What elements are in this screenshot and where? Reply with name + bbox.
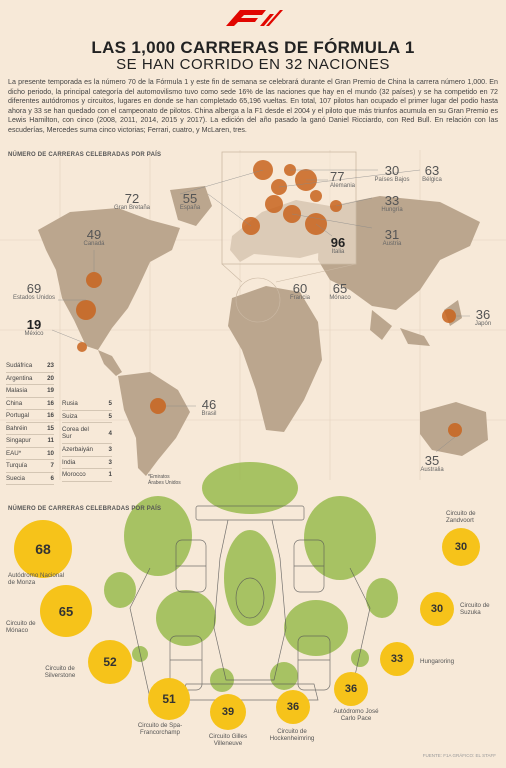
footnote-eau: *Emiratos Árabes Unidos: [148, 474, 181, 486]
label-hungria: 33 Hungría: [381, 193, 403, 213]
circle-silverstone: 52: [88, 640, 132, 684]
table-row: Azerbaiyán 3: [62, 443, 112, 457]
world-map: [0, 150, 506, 480]
intro-paragraph: La presente temporada es la número 70 de…: [8, 78, 498, 134]
source-credit: FUENTE: F1A GRÁFICO: EL STAFF: [422, 753, 496, 758]
table-row: Singapur 11: [6, 434, 54, 448]
table-row: Morocco 1: [62, 468, 112, 482]
table-row: India 3: [62, 456, 112, 469]
label-italia: 96 Italia: [330, 235, 346, 255]
circle-monza: 68: [14, 520, 72, 578]
circuit-section-title: NÚMERO DE CARRERAS CELEBRADAS POR PAÍS: [8, 506, 162, 512]
table-row: Rusia 5: [62, 398, 112, 411]
country-table-right: Rusia 5 Suiza 5 Corea del Sur 4 Azerbaiyán 3…: [62, 398, 112, 482]
circle-hungaroring: 33: [380, 642, 414, 676]
label-mexico: 19 México: [24, 317, 44, 337]
circuit-label-monaco: Circuito de Mónaco: [6, 620, 36, 635]
label-brasil: 46 Brasil: [201, 397, 217, 417]
label-canada: 49 Canadá: [83, 227, 105, 247]
map-section-title: NÚMERO DE CARRERAS CELEBRADAS POR PAÍS: [8, 152, 162, 158]
country-table-left: Sudáfrica 23 Argentina 20 Malasia 19 China 1…: [6, 360, 54, 485]
circuit-label-monza: Autódromo Nacional de Monza: [8, 572, 65, 587]
circuit-label-suzuka: Circuito de Suzuka: [460, 602, 490, 617]
car-illustration: [104, 462, 398, 701]
label-estados-unidos: 69 Estados Unidos: [12, 281, 56, 301]
table-row: Bahréin 15: [6, 422, 54, 435]
f1-logo: [226, 10, 283, 26]
table-row: China 16: [6, 397, 54, 410]
label-espana: 55 España: [179, 191, 201, 211]
circuit-label-hockenheim: Circuito de Hockenheimring: [269, 728, 315, 743]
circle-hockenheim: 36: [276, 690, 310, 724]
label-monaco: 65 Mónaco: [329, 281, 351, 301]
table-row: Suecia 6: [6, 472, 54, 485]
label-australia: 35 Australia: [420, 453, 444, 473]
circle-suzuka: 30: [420, 592, 454, 626]
title-line-2: SE HAN CORRIDO EN 32 NACIONES: [116, 56, 390, 73]
circuit-label-villeneuve: Circuito Gilles Villeneuve: [208, 733, 248, 748]
label-belgica: 63 Bélgica: [422, 163, 442, 183]
table-row: Suiza 5: [62, 410, 112, 423]
table-row: Argentina 20: [6, 372, 54, 385]
circle-monaco: 65: [40, 585, 92, 637]
circuit-label-silverstone: Circuito de Silverstone: [44, 665, 76, 680]
label-paises-bajos: 30 Países Bajos: [374, 163, 410, 183]
label-austria: 31 Austria: [382, 227, 402, 247]
circle-jose-carlo-pace: 36: [334, 672, 368, 706]
circle-spa: 51: [148, 678, 190, 720]
label-francia: 60 Francia: [289, 281, 310, 301]
circle-villeneuve: 39: [210, 694, 246, 730]
label-gran-bretana: 72 Gran Bretaña: [113, 191, 151, 211]
circuit-label-spa: Circuito de Spa-Francorchamp: [137, 722, 183, 737]
label-alemania: 77 Alemania: [330, 169, 356, 189]
circuit-label-hungaroring: Hungaroring: [420, 658, 455, 665]
label-japon: 36 Japón: [474, 307, 492, 327]
table-row: Corea del Sur 4: [62, 422, 112, 444]
table-row: Malasia 19: [6, 384, 54, 398]
title-line-1: LAS 1,000 CARRERAS DE FÓRMULA 1: [91, 38, 415, 57]
table-row: EAU* 10: [6, 447, 54, 460]
circle-zandvoort: 30: [442, 528, 480, 566]
circuit-label-zandvoort: Circuito de Zandvoort: [446, 510, 476, 525]
circuit-label-jose-carlo-pace: Autódromo José Carlo Pace: [333, 708, 379, 723]
table-row: Portugal 16: [6, 409, 54, 423]
table-row: Sudáfrica 23: [6, 360, 54, 373]
table-row: Turquía 7: [6, 459, 54, 473]
